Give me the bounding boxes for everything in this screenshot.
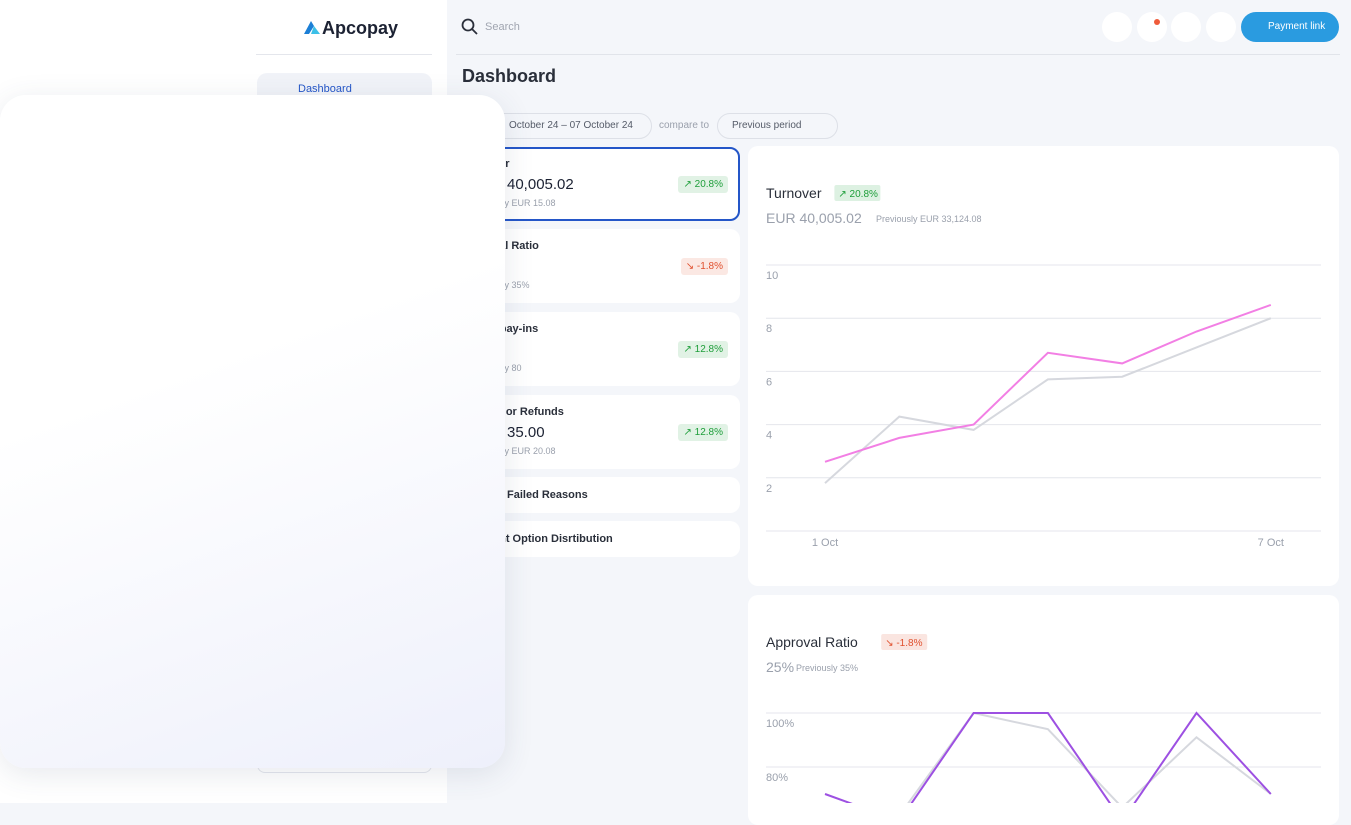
metric-title: ent Option Disrtibution — [493, 533, 613, 545]
date-range[interactable]: October 24 – 07 October 24 — [509, 120, 633, 131]
logo: Apcopay — [322, 18, 399, 38]
overlay-panel — [0, 95, 505, 768]
metric-change: ↗ 20.8% — [678, 176, 728, 193]
metric-card[interactable] — [462, 395, 740, 469]
metric-value: 40,005.02 — [507, 176, 574, 193]
page-title: Dashboard — [462, 66, 557, 86]
search-input[interactable]: Search — [485, 21, 520, 33]
code-button[interactable] — [1102, 12, 1132, 42]
metric-change: ↗ 12.8% — [678, 341, 728, 358]
metric-previous: usly 80 — [493, 363, 522, 373]
profile-button[interactable] — [1206, 12, 1236, 42]
chart-panel — [748, 595, 1339, 825]
nav-label[interactable]: Dashboard — [298, 83, 352, 95]
divider — [456, 54, 1340, 55]
metric-title: ts or Refunds — [493, 406, 564, 418]
payment-link-label[interactable]: Payment link — [1268, 21, 1326, 32]
metric-previous: usly EUR 15.08 — [493, 198, 556, 208]
payment-link-button[interactable] — [1241, 12, 1339, 42]
metric-card[interactable] — [462, 312, 740, 386]
metric-previous: usly EUR 20.08 — [493, 446, 556, 456]
compare-label: compare to — [659, 120, 710, 131]
metric-value: 35.00 — [507, 424, 545, 441]
search-icon — [461, 18, 478, 35]
notification-button[interactable] — [1137, 12, 1167, 42]
metric-card[interactable] — [462, 477, 740, 513]
chart-panel — [748, 146, 1339, 586]
compare-value[interactable]: Previous period — [732, 120, 802, 131]
metric-change: ↗ 12.8% — [678, 424, 728, 441]
metric-card[interactable] — [462, 521, 740, 557]
settings-button[interactable] — [1171, 12, 1201, 42]
metric-previous: usly 35% — [493, 280, 530, 290]
logo-icon — [304, 21, 320, 34]
metric-card[interactable] — [462, 147, 740, 221]
compare-select[interactable] — [717, 113, 838, 139]
metric-change: ↘ -1.8% — [680, 258, 728, 275]
metric-card[interactable] — [462, 229, 740, 303]
divider — [256, 54, 432, 55]
metric-title: Failed Reasons — [507, 489, 588, 501]
